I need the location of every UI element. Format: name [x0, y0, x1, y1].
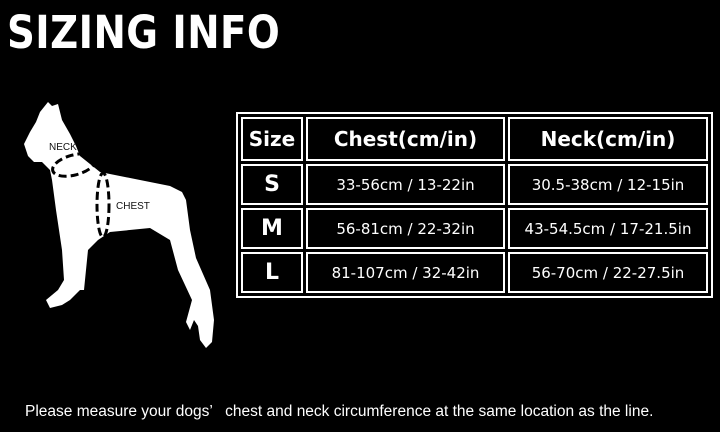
size-cell: S — [241, 164, 303, 205]
size-cell: M — [241, 208, 303, 249]
header-neck: Neck(cm/in) — [508, 117, 708, 161]
table-row: M 56-81cm / 22-32in 43-54.5cm / 17-21.5i… — [241, 208, 708, 249]
header-size: Size — [241, 117, 303, 161]
neck-cell: 56-70cm / 22-27.5in — [508, 252, 708, 293]
page-title: SIZING INFO — [7, 6, 281, 59]
dog-silhouette-icon — [24, 102, 214, 348]
neck-cell: 43-54.5cm / 17-21.5in — [508, 208, 708, 249]
table-row: S 33-56cm / 13-22in 30.5-38cm / 12-15in — [241, 164, 708, 205]
sizing-table: Size Chest(cm/in) Neck(cm/in) S 33-56cm … — [236, 112, 713, 298]
chest-label: CHEST — [116, 201, 150, 212]
header-chest: Chest(cm/in) — [306, 117, 505, 161]
chest-cell: 33-56cm / 13-22in — [306, 164, 505, 205]
size-cell: L — [241, 252, 303, 293]
chest-cell: 56-81cm / 22-32in — [306, 208, 505, 249]
neck-cell: 30.5-38cm / 12-15in — [508, 164, 708, 205]
table-row: L 81-107cm / 32-42in 56-70cm / 22-27.5in — [241, 252, 708, 293]
chest-cell: 81-107cm / 32-42in — [306, 252, 505, 293]
table-header-row: Size Chest(cm/in) Neck(cm/in) — [241, 117, 708, 161]
neck-label: NECK — [49, 142, 77, 153]
measurement-note: Please measure your dogs’ chest and neck… — [25, 403, 654, 420]
